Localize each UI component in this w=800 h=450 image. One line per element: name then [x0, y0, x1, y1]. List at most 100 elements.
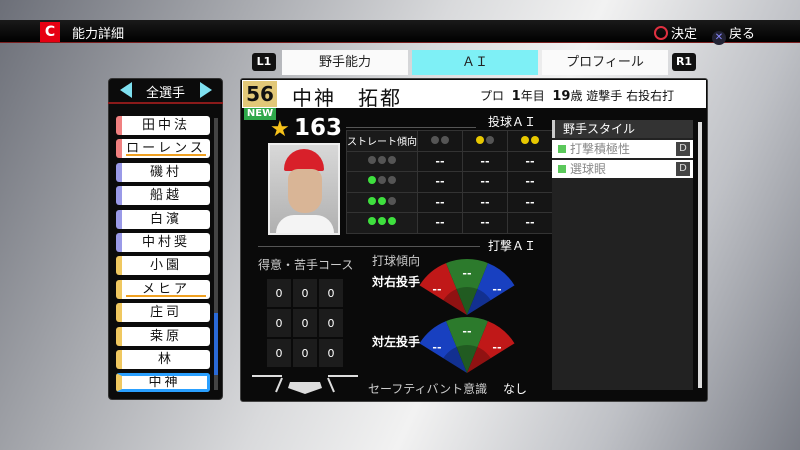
- years-unit: 年目: [520, 89, 545, 103]
- tab-ai[interactable]: ＡＩ: [412, 50, 538, 75]
- player-info: プロ 1年目 19歳 遊撃手 右投右打: [480, 87, 674, 104]
- style-item-name: 打撃積極性: [570, 142, 631, 156]
- player-name: ローレンス: [126, 141, 206, 157]
- grade-badge: D: [676, 162, 690, 176]
- indicator-dot: [388, 155, 396, 164]
- bunt-value: なし: [503, 382, 528, 396]
- green-square-icon: [558, 145, 566, 153]
- indicator-dot: [531, 136, 539, 145]
- course-cell: 0: [267, 279, 291, 307]
- course-cell: 0: [319, 309, 343, 337]
- underline: [126, 294, 206, 297]
- spray-charts: -- -- -- -- -- --: [419, 259, 515, 373]
- player-list-item[interactable]: ローレンス: [116, 139, 210, 159]
- player-list-item[interactable]: 田中法: [116, 116, 210, 135]
- list-scrollbar[interactable]: [214, 118, 218, 390]
- circle-button-icon: [654, 26, 668, 40]
- row-dots: [346, 150, 418, 172]
- divider: [258, 246, 480, 247]
- tendency-value: --: [492, 283, 501, 296]
- player-name: 磯村: [149, 164, 182, 180]
- pitch-cell: --: [462, 171, 508, 193]
- player-list-item[interactable]: 中村奨: [116, 233, 210, 252]
- tendency-value: --: [462, 267, 471, 280]
- course-cell: 0: [319, 279, 343, 307]
- star-icon: ★: [270, 117, 290, 142]
- pitch-cell: --: [462, 191, 508, 213]
- player-photo: [268, 143, 340, 235]
- l1-button[interactable]: L1: [252, 53, 276, 71]
- player-name: 林: [157, 352, 174, 367]
- tab-fielder-ability[interactable]: 野手能力: [282, 50, 408, 75]
- pitch-cell: --: [507, 171, 553, 193]
- indicator-dot: [368, 217, 376, 226]
- style-item-name: 選球眼: [570, 162, 607, 176]
- back-hint[interactable]: ✕ 戻る: [712, 23, 755, 45]
- player-list-item[interactable]: 中神: [116, 373, 210, 393]
- column-header: [462, 130, 508, 152]
- top-bar: [0, 20, 800, 43]
- player-list-item[interactable]: 林: [116, 350, 210, 369]
- course-cell: 0: [293, 339, 317, 367]
- player-name: 庄司: [149, 305, 182, 321]
- style-item[interactable]: 選球眼 D: [552, 160, 693, 178]
- player-list-item[interactable]: メヒア: [116, 279, 210, 299]
- tendency-value: --: [432, 283, 441, 296]
- pitch-cell: --: [507, 191, 553, 213]
- position: 遊撃手: [586, 89, 623, 103]
- course-cell: 0: [293, 309, 317, 337]
- handedness: 右投右打: [626, 89, 675, 103]
- years: 1: [511, 89, 521, 104]
- grade-badge: D: [676, 142, 690, 156]
- column-header: [417, 130, 463, 152]
- indicator-dot: [388, 217, 396, 226]
- vs-left-label: 対左投手: [372, 335, 421, 349]
- course-cell: 0: [319, 339, 343, 367]
- row-header: ストレート傾向: [346, 130, 418, 152]
- player-name: 中神 拓都: [292, 86, 402, 110]
- team-logo: C: [40, 22, 60, 42]
- pitch-cell: --: [507, 150, 553, 172]
- player-name: 桒原: [149, 328, 182, 344]
- vs-right-chart: -- -- --: [419, 259, 515, 315]
- player-name: メヒア: [141, 281, 190, 297]
- style-scrollbar[interactable]: [698, 122, 702, 388]
- list-filter[interactable]: 全選手: [108, 78, 223, 104]
- indicator-dot: [441, 136, 449, 145]
- indicator-dot: [378, 155, 386, 164]
- new-badge: NEW: [244, 108, 276, 120]
- player-list-item[interactable]: 白濱: [116, 209, 210, 229]
- pitch-cell: --: [417, 171, 463, 193]
- player-name: 中神: [148, 375, 181, 391]
- prev-arrow-icon[interactable]: [120, 82, 132, 98]
- row-dots: [346, 212, 418, 234]
- vs-left-chart: -- -- --: [419, 317, 515, 373]
- indicator-dot: [378, 196, 386, 205]
- player-list-item[interactable]: 船越: [116, 186, 210, 206]
- pitch-cell: --: [462, 212, 508, 234]
- uniform-number: 56: [243, 81, 277, 107]
- age: 19: [552, 89, 571, 104]
- player-list-item[interactable]: 桒原: [116, 326, 210, 346]
- player-list-item[interactable]: 磯村: [116, 162, 210, 182]
- player-list-item[interactable]: 庄司: [116, 303, 210, 323]
- pitch-ai-title: 投球ＡＩ: [488, 115, 537, 129]
- indicator-dot: [368, 155, 376, 164]
- course-cell: 0: [267, 339, 291, 367]
- player-name: 小園: [149, 258, 182, 274]
- player-header: [242, 80, 706, 108]
- r1-button[interactable]: R1: [672, 53, 696, 71]
- indicator-dot: [388, 176, 396, 185]
- player-list-item[interactable]: 小園: [116, 256, 210, 276]
- next-arrow-icon[interactable]: [200, 82, 212, 98]
- tab-profile[interactable]: プロフィール: [542, 50, 668, 75]
- tendency-value: --: [492, 341, 501, 354]
- style-item[interactable]: 打撃積極性 D: [552, 140, 693, 158]
- player-name: 白濱: [149, 211, 182, 227]
- indicator-dot: [521, 136, 529, 145]
- pitch-ai-table: ストレート傾向 -- -- -- -- -- -- -- -- -- -- -- --: [346, 130, 553, 234]
- confirm-hint[interactable]: 決定: [654, 23, 697, 42]
- filter-label: 全選手: [146, 86, 186, 101]
- divider: [346, 127, 476, 128]
- course-cell: 0: [267, 309, 291, 337]
